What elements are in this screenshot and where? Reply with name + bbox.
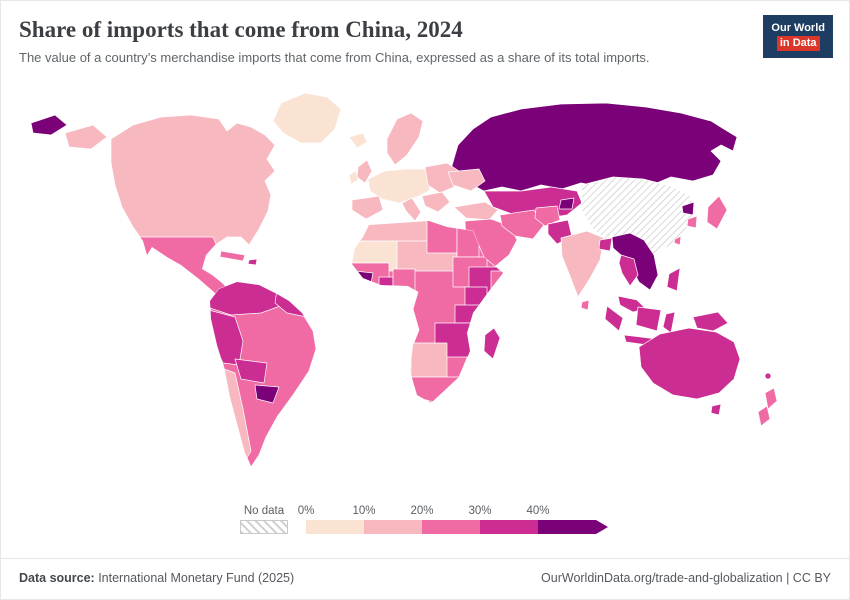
map-region-kyrgyzstan[interactable] — [558, 197, 575, 210]
map-region-eastern-europe[interactable] — [424, 162, 460, 194]
legend-tick-label: 40% — [526, 504, 550, 517]
footer-credit[interactable]: OurWorldinData.org/trade-and-globalizati… — [541, 571, 831, 585]
legend-bin-20-30%[interactable] — [422, 519, 480, 534]
map-region-cuba[interactable] — [219, 250, 246, 262]
map-region-philippines[interactable] — [666, 267, 681, 292]
chart-subtitle: The value of a country’s merchandise imp… — [19, 50, 650, 66]
map-region-indonesia[interactable] — [604, 305, 624, 332]
footer-source-value: International Monetary Fund (2025) — [94, 571, 295, 585]
legend-no-data-label: No data — [243, 504, 285, 517]
map-region-ukraine[interactable] — [447, 168, 486, 192]
map-region-alaska[interactable] — [64, 124, 108, 150]
footer-source-label: Data source: — [19, 571, 95, 585]
owid-logo-line1: Our World — [771, 22, 825, 34]
map-region-scandinavia[interactable] — [386, 112, 424, 166]
world-map-container — [1, 69, 849, 501]
map-region-nigeria[interactable] — [392, 268, 416, 292]
footer-source: Data source: International Monetary Fund… — [19, 571, 294, 585]
map-region-indonesia[interactable] — [662, 311, 676, 334]
map-region-thailand[interactable] — [618, 254, 639, 287]
owid-logo-accent: in Data — [776, 35, 820, 51]
legend-no-data-block: No data — [240, 505, 288, 534]
map-region-tanzania[interactable] — [454, 304, 484, 324]
map-region-hispaniola[interactable] — [247, 258, 258, 266]
map-region-iberia[interactable] — [351, 195, 384, 220]
map-region-tasmania[interactable] — [710, 403, 722, 416]
map-region-australia[interactable] — [638, 327, 741, 400]
map-region-pacific-islands[interactable] — [764, 372, 772, 380]
map-region-balkans[interactable] — [421, 191, 451, 213]
map-region-paraguay[interactable] — [254, 384, 280, 404]
legend-tick-label: 30% — [468, 504, 492, 517]
map-region-indochina[interactable] — [611, 232, 659, 291]
map-region-libya[interactable] — [426, 219, 458, 254]
map-region-papua-new-guinea[interactable] — [692, 311, 729, 332]
map-region-iran[interactable] — [499, 209, 545, 240]
map-region-ghana[interactable] — [378, 276, 394, 292]
map-region-taiwan[interactable] — [673, 235, 682, 246]
legend-bin-10-20%[interactable] — [364, 519, 422, 534]
map-legend: No data 0% 10% 20% 30% 40% — [1, 505, 849, 534]
map-region-kenya[interactable] — [464, 286, 488, 308]
map-region-iceland[interactable] — [348, 132, 368, 149]
chart-header: Share of imports that come from China, 2… — [1, 1, 849, 67]
map-region-ireland[interactable] — [348, 170, 359, 185]
legend-tick-label: 20% — [410, 504, 434, 517]
map-region-ecuador-peru[interactable] — [205, 308, 244, 366]
map-region-greenland[interactable] — [272, 92, 342, 144]
world-map — [30, 92, 778, 468]
legend-bin-0-10%[interactable] — [306, 519, 364, 534]
chart-footer: Data source: International Monetary Fund… — [1, 558, 849, 599]
map-region-new-zealand[interactable] — [764, 387, 778, 410]
map-region-namibia-botswana[interactable] — [410, 342, 448, 378]
legend-no-data-swatch[interactable] — [240, 519, 288, 534]
map-region-italy[interactable] — [401, 197, 422, 222]
map-region-new-zealand[interactable] — [757, 405, 771, 427]
map-region-south-korea[interactable] — [686, 215, 698, 229]
map-region-indonesia[interactable] — [635, 306, 662, 332]
map-region-north-africa[interactable] — [349, 217, 430, 242]
map-region-madagascar[interactable] — [483, 327, 501, 360]
map-region-north-korea[interactable] — [681, 201, 695, 216]
owid-logo[interactable]: Our World in Data — [763, 15, 833, 58]
map-region-guinea[interactable] — [353, 270, 374, 284]
map-region-sri-lanka[interactable] — [580, 299, 590, 311]
map-region-russia[interactable] — [450, 102, 738, 192]
chart-title: Share of imports that come from China, 2… — [19, 17, 463, 42]
map-region-russia-east[interactable] — [30, 114, 68, 136]
legend-bar — [306, 519, 610, 534]
legend-tick-label: 0% — [297, 504, 315, 517]
map-region-india[interactable] — [560, 230, 605, 298]
legend-tick-label: 10% — [352, 504, 376, 517]
map-region-turkey[interactable] — [453, 201, 499, 221]
map-region-south-africa[interactable] — [408, 376, 462, 405]
map-region-bangladesh[interactable] — [598, 237, 613, 252]
map-region-japan[interactable] — [706, 195, 728, 230]
legend-arrow — [596, 519, 608, 534]
legend-bin-30-40%[interactable] — [480, 519, 538, 534]
legend-bin-40%+[interactable] — [538, 519, 596, 534]
map-region-bolivia[interactable] — [234, 358, 268, 384]
map-region-somalia[interactable] — [490, 270, 509, 296]
legend-ticks: 0% 10% 20% 30% 40% — [298, 504, 610, 520]
legend-scale-block: 0% 10% 20% 30% 40% — [298, 504, 610, 534]
